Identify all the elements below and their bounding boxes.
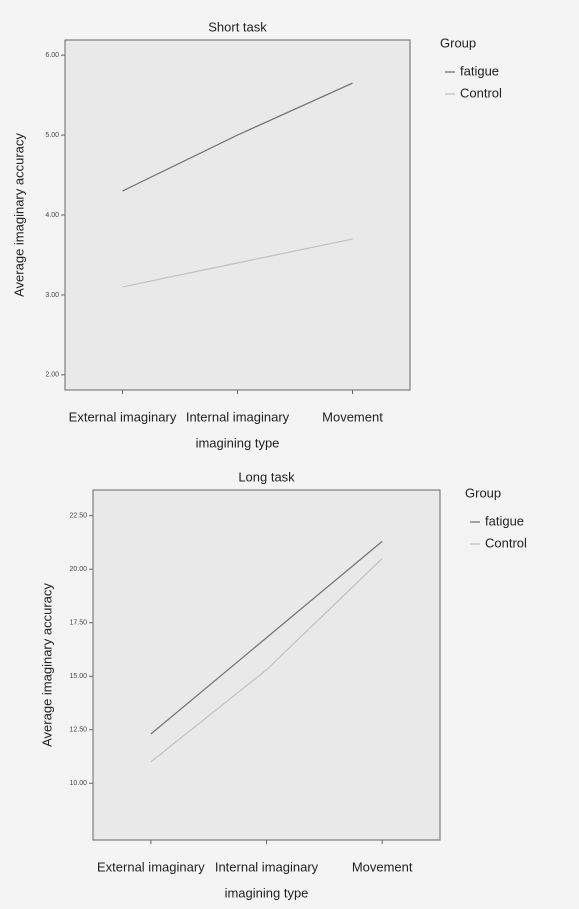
legend-title: Group — [465, 485, 501, 500]
y-tick-label: 2.00 — [45, 372, 59, 379]
legend-title: Group — [440, 35, 476, 50]
plot-area — [92, 489, 441, 841]
chart-title: Long task — [238, 469, 295, 484]
y-tick-label: 3.00 — [45, 292, 59, 299]
plot-area — [64, 39, 411, 391]
y-tick-label: 12.50 — [69, 727, 87, 734]
x-tick-label: External imaginary — [97, 859, 205, 874]
y-tick-label: 17.50 — [69, 620, 87, 627]
series-line — [150, 558, 383, 763]
x-tick-label: Movement — [352, 859, 413, 874]
y-tick-label: 20.00 — [69, 566, 87, 573]
y-tick-label: 15.00 — [69, 673, 87, 680]
series-line — [122, 238, 353, 288]
series-line — [122, 82, 353, 192]
legend-label: Control — [485, 535, 527, 550]
y-tick-label: 5.00 — [45, 132, 59, 139]
y-tick-label: 4.00 — [45, 212, 59, 219]
x-axis-label: imagining type — [196, 435, 280, 450]
x-tick-label: Internal imaginary — [215, 859, 319, 874]
chart-title: Short task — [208, 19, 267, 34]
x-tick-label: External imaginary — [69, 409, 177, 424]
x-tick-label: Movement — [322, 409, 383, 424]
y-tick-label: 22.50 — [69, 513, 87, 520]
series-line — [150, 540, 383, 735]
x-axis-label: imagining type — [225, 885, 309, 900]
legend-label: Control — [460, 85, 502, 100]
y-axis-label: Average imaginary accuracy — [11, 133, 26, 297]
y-tick-label: 10.00 — [69, 780, 87, 787]
x-tick-label: Internal imaginary — [186, 409, 290, 424]
y-tick-label: 6.00 — [45, 52, 59, 59]
legend-label: fatigue — [485, 513, 524, 528]
y-axis-label: Average imaginary accuracy — [39, 583, 54, 747]
legend-label: fatigue — [460, 63, 499, 78]
